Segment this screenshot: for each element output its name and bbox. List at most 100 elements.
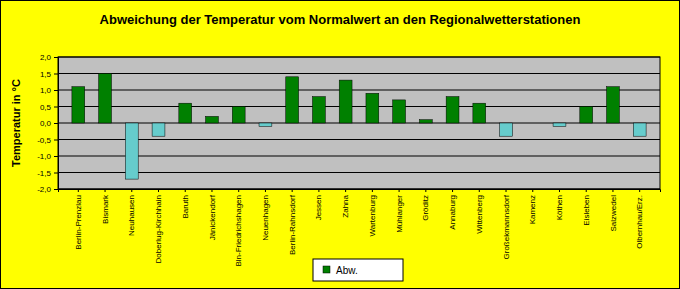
y-tick-mark (54, 107, 58, 108)
background (1, 1, 680, 289)
legend-swatch (323, 266, 330, 273)
x-tick: Neuenhagen (261, 189, 270, 241)
x-tick: Köthen (555, 189, 564, 220)
bar (125, 123, 138, 179)
x-tick: Annaburg (448, 189, 457, 230)
x-tick: Berlin-Rahnsdorf (288, 189, 297, 255)
bar (580, 107, 593, 124)
x-tick-mark (318, 189, 319, 192)
x-tick: Berlin-Prenzlau (74, 189, 83, 250)
y-tick-mark (54, 173, 58, 174)
x-tick: Kamenz (528, 189, 537, 224)
x-tick-mark (506, 189, 507, 192)
x-tick-label: Doberlug-Kirchhain (154, 195, 163, 263)
x-tick-label: Gröditz (421, 195, 430, 221)
x-tick-label: Großekmannsdorf (502, 194, 511, 259)
x-tick-mark (559, 189, 560, 192)
x-tick: Zahna (341, 189, 350, 218)
y-axis: 2,0 1,5 1,0 0,5 0,0 -0,5 -1,0 -1,5 -2,0 (37, 53, 58, 194)
x-tick-mark (131, 189, 132, 192)
x-tick-mark (532, 189, 533, 192)
x-tick-label: Jessen (314, 195, 323, 220)
x-tick-mark (479, 189, 480, 192)
bar (633, 123, 646, 136)
x-tick-label: Neuhausen (127, 195, 136, 236)
grid-line (58, 172, 660, 173)
x-tick: Mühlanger (395, 189, 404, 233)
x-tick: Olbernhau/Erz. (635, 189, 644, 249)
bar (232, 107, 245, 124)
y-tick: -1,5 (37, 169, 58, 178)
x-tick: Wittenberg (475, 189, 484, 234)
x-tick-label: Neuenhagen (261, 195, 270, 241)
y-tick: -1,0 (37, 152, 58, 161)
x-tick-mark (238, 189, 239, 192)
bar (179, 103, 192, 123)
plot-frame (58, 57, 660, 189)
x-tick-label: Bln-Friedrichshagen (234, 195, 243, 267)
x-tick-mark (158, 189, 159, 192)
y-tick-label: 1,0 (40, 86, 52, 95)
bar (526, 123, 539, 124)
bar (206, 116, 219, 123)
x-tick-label: Annaburg (448, 195, 457, 230)
y-tick-mark (54, 57, 58, 58)
chart: Abweichung der Temperatur vom Normalwert… (0, 0, 680, 289)
x-tick-mark (639, 189, 640, 192)
x-tick-mark (105, 189, 106, 192)
x-axis: Berlin-Prenzlau Bismark Neuhausen Doberlug-… (59, 189, 661, 267)
x-tick-label: Berlin-Rahnsdorf (288, 194, 297, 255)
y-tick-mark (54, 189, 58, 190)
bar (152, 123, 165, 136)
x-tick-mark (586, 189, 587, 192)
legend-box (313, 259, 403, 281)
bar (473, 103, 486, 123)
y-tick-mark (54, 123, 58, 124)
y-tick-mark (54, 74, 58, 75)
x-tick-mark (612, 189, 613, 192)
grid-line (58, 106, 660, 107)
bar (419, 120, 432, 123)
grid-line (58, 90, 660, 91)
x-tick-label: Berlin-Prenzlau (74, 195, 83, 250)
y-tick: 1,5 (40, 70, 58, 79)
bar (553, 123, 566, 126)
x-tick-mark (345, 189, 346, 192)
x-tick-label: Eisleben (582, 195, 591, 226)
x-tick-label: Wittenberg (475, 195, 484, 234)
grid (58, 57, 660, 189)
bar (339, 80, 352, 123)
y-axis-title: Temperatur in °C (10, 79, 22, 167)
x-tick-label: Mühlanger (395, 195, 404, 233)
x-tick-mark (425, 189, 426, 192)
bar (446, 97, 459, 123)
title: Abweichung der Temperatur vom Normalwert… (100, 12, 581, 27)
y-tick: 0,5 (40, 103, 58, 112)
y-tick-label: 1,5 (40, 70, 52, 79)
y-tick-label: 2,0 (40, 53, 52, 62)
x-tick-mark (185, 189, 186, 192)
y-tick: -2,0 (37, 185, 58, 194)
x-tick-mark (399, 189, 400, 192)
bar (312, 97, 325, 123)
x-tick-mark (265, 189, 266, 192)
legend-label: Abw. (336, 265, 358, 276)
y-tick-label: -2,0 (37, 185, 51, 194)
x-tick-label: Bismark (101, 194, 110, 224)
x-tick-label: Salzwedel (609, 195, 618, 232)
bar (607, 87, 620, 123)
y-tick-label: -0,5 (37, 136, 51, 145)
x-tick-label: Köthen (555, 195, 564, 220)
y-tick-mark (54, 156, 58, 157)
bar (500, 123, 513, 136)
x-tick-mark (211, 189, 212, 192)
x-tick: Jänickendorf (208, 189, 217, 240)
bar (286, 77, 299, 123)
x-tick: Wartenburg (368, 189, 377, 237)
y-tick-label: 0,5 (40, 103, 52, 112)
x-tick-label: Zahna (341, 194, 350, 217)
y-tick-label: -1,0 (37, 152, 51, 161)
y-tick: 0,0 (40, 119, 58, 128)
bars (72, 74, 646, 180)
y-tick-mark (54, 90, 58, 91)
